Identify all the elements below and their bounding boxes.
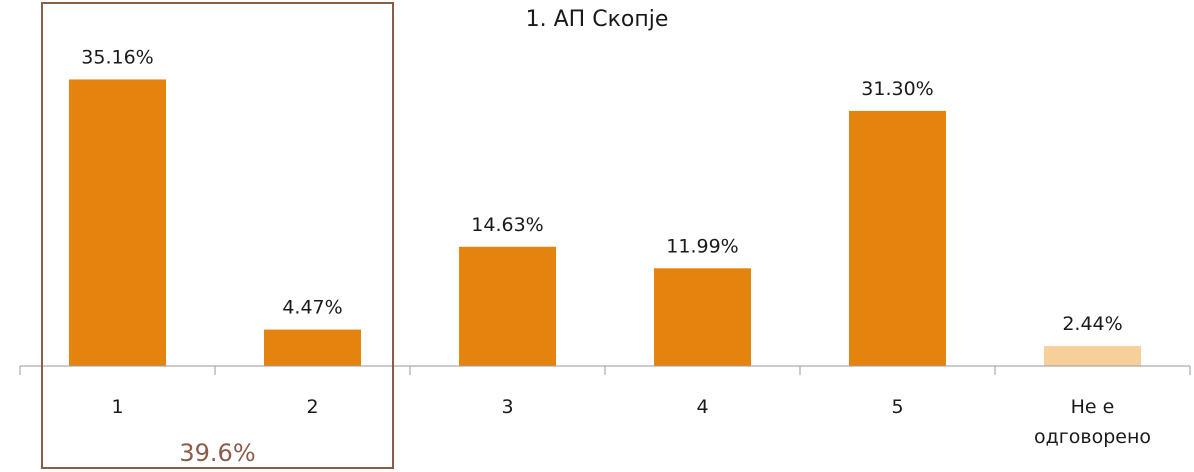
bar-2 [264, 329, 361, 366]
bar-1 [69, 79, 166, 367]
highlight-group: 39.6% [41, 2, 394, 469]
data-label-2: 4.47% [282, 297, 342, 319]
x-axis: 1 2 3 4 5 Не е одговорено [19, 365, 1191, 448]
data-label-3: 14.63% [471, 214, 543, 236]
highlight-box [41, 2, 394, 469]
data-label-5: 31.30% [861, 78, 933, 100]
data-label-6: 2.44% [1062, 313, 1122, 335]
data-labels-layer: 35.16% 4.47% 14.63% 11.99% 31.30% 2.44% [81, 46, 1122, 335]
tick-label-2: 2 [306, 396, 318, 418]
data-label-4: 11.99% [666, 235, 738, 257]
highlight-group-label: 39.6% [179, 439, 255, 467]
tick-label-1: 1 [111, 396, 123, 418]
bars-layer [69, 79, 1141, 367]
tick-label-4: 4 [696, 396, 708, 418]
bar-3 [459, 246, 556, 366]
bar-4 [654, 268, 751, 366]
bar-6 [1044, 346, 1141, 366]
tick-label-5: 5 [891, 396, 903, 418]
chart-title: 1. АП Скопје [526, 7, 669, 32]
tick-label-6: Не е одговорено [1034, 396, 1151, 448]
bar-5 [849, 110, 946, 366]
data-label-1: 35.16% [81, 46, 153, 68]
tick-label-3: 3 [501, 396, 513, 418]
